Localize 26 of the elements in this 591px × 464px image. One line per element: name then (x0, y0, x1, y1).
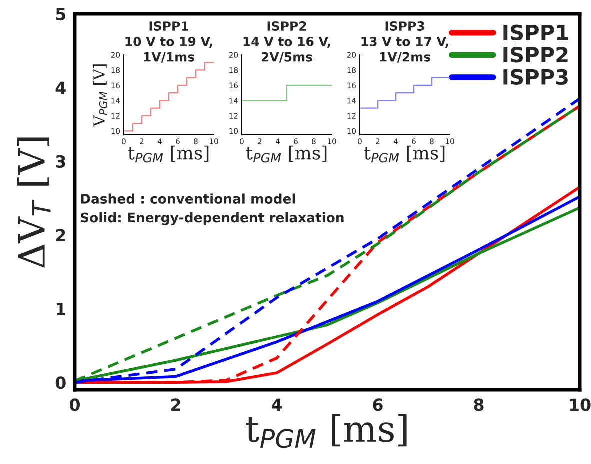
x-axis-title: t$_{PGM}$ [ms] (128, 146, 209, 163)
x-axis-title: t$_{PGM}$ [ms] (364, 146, 445, 163)
y-tick-label: 5 (56, 8, 66, 21)
annotation: Solid: Energy-dependent relaxation (80, 212, 344, 226)
y-tick-label: 4 (56, 82, 66, 94)
y-tick-label: 0 (56, 376, 66, 390)
x-axis-title: t$_{PGM}$ [ms] (246, 146, 327, 163)
x-tick-label: 8 (474, 398, 484, 412)
y-tick-label: 3 (56, 155, 66, 168)
y-axis-title: ΔV$_{T}$ [V] (17, 138, 51, 268)
y-axis-title: V$_{PGM}$ [V] (93, 64, 108, 127)
x-tick-label: 6 (373, 398, 383, 412)
y-tick-label: 2 (56, 229, 66, 242)
chart-title: ISPP2 14 V to 16 V, 2V/5ms (244, 22, 330, 63)
x-tick-label: 0 (70, 398, 80, 412)
x-axis-title: t$_{PGM}$ [ms] (246, 414, 407, 448)
y-tick-label: 1 (56, 303, 66, 316)
x-tick-label: 2 (172, 398, 180, 411)
legend-label: ISPP3 (504, 69, 568, 86)
chart-title: ISPP3 13 V to 17 V, 1V/2ms (362, 22, 448, 63)
x-tick-label: 10 (570, 398, 591, 412)
annotation: Dashed : conventional model (81, 194, 296, 204)
legend-label: ISPP1 (504, 24, 568, 41)
x-tick-label: 4 (272, 398, 282, 411)
legend-label: ISPP2 (504, 47, 568, 63)
chart-title: ISPP1 10 V to 19 V, 1V/1ms (126, 22, 212, 63)
